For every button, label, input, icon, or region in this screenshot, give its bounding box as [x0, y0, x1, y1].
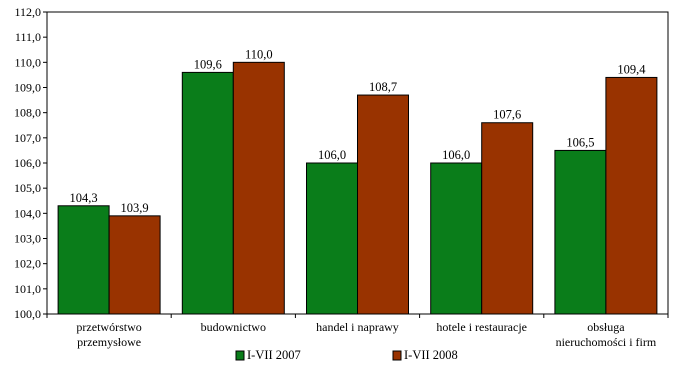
bar [554, 149, 607, 315]
data-label: 104,3 [70, 191, 98, 205]
y-tick-label: 100,0 [14, 307, 41, 321]
y-tick-label: 101,0 [14, 282, 41, 296]
legend-label: I-VII 2007 [247, 348, 301, 362]
chart-axes: 100,0 101,0 102,0 103,0 104,0 105,0 106,0 107,0… [14, 5, 669, 321]
data-label: 106,0 [318, 148, 346, 162]
bar [481, 122, 534, 315]
chart-bars [57, 61, 658, 315]
bar [430, 162, 483, 315]
data-label: 106,0 [442, 148, 470, 162]
bar [57, 205, 110, 315]
y-tick-label: 106,0 [14, 156, 41, 170]
y-tick-label: 103,0 [14, 232, 41, 246]
bar [108, 215, 161, 315]
data-label: 103,9 [121, 201, 149, 215]
x-category-label: obsługa nieruchomości i firm [556, 320, 657, 349]
y-tick-label: 102,0 [14, 257, 41, 271]
bar [605, 76, 658, 315]
bar [357, 94, 409, 315]
y-tick-label: 108,0 [14, 106, 41, 120]
y-tick-label: 105,0 [14, 181, 41, 195]
bar [232, 61, 285, 315]
x-category-label: przetwórstwo przemysłowe [76, 320, 141, 349]
x-category-label: budownictwo [201, 320, 266, 334]
y-tick-label: 110,0 [14, 55, 41, 69]
bar [181, 71, 234, 315]
data-label: 109,6 [194, 57, 222, 71]
chart-legend: I-VII 2007 I-VII 2008 [235, 348, 458, 362]
y-tick-label: 111,0 [15, 30, 41, 44]
chart-labels: 104,3 103,9 przetwórstwo przemysłowe 109,6 11… [70, 47, 657, 349]
data-label: 107,6 [493, 108, 521, 122]
data-label: 106,5 [566, 135, 594, 149]
legend-label: I-VII 2008 [404, 348, 458, 362]
bar [306, 162, 358, 315]
legend-swatch [392, 350, 402, 361]
legend-swatch [235, 350, 245, 361]
y-tick-label: 112,0 [14, 5, 41, 19]
data-label: 108,7 [369, 80, 397, 94]
x-category-label: handel i naprawy [316, 320, 399, 334]
y-tick-label: 104,0 [14, 206, 41, 220]
y-tick-label: 109,0 [14, 81, 41, 95]
x-category-label: hotele i restauracje [436, 320, 527, 334]
data-label: 109,4 [617, 62, 646, 76]
y-tick-label: 107,0 [14, 131, 41, 145]
data-label: 110,0 [245, 47, 273, 61]
